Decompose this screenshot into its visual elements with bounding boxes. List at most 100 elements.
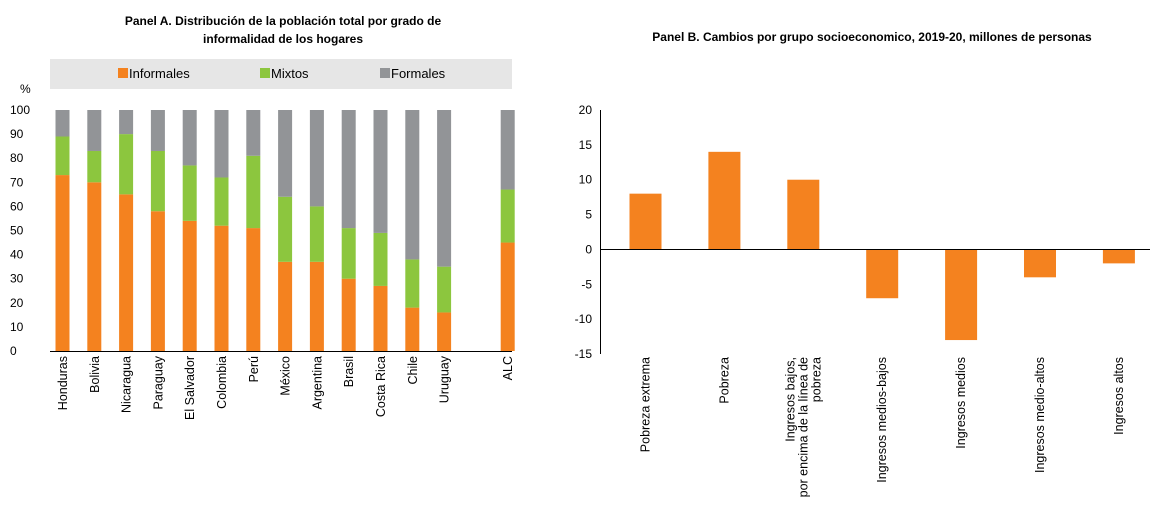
bar-formales-colombia <box>214 110 229 178</box>
x-tick-label-uruguay: Uruguay <box>438 355 452 403</box>
x-tick-label-el-salvador: El Salvador <box>183 356 197 420</box>
bar-mixtos-bolivia <box>87 150 102 183</box>
x-tick-label-pobreza-extrema: Pobreza extrema <box>639 357 653 452</box>
bar-formales-uruguay <box>437 110 452 267</box>
bar-informales-argentina <box>309 261 324 351</box>
x-tick-label-pobreza: Pobreza <box>717 357 731 404</box>
x-tick-label-ingresos-medio-altos: Ingresos medio-altos <box>1033 357 1047 473</box>
x-tick-label-ingresos-bajos-por-encima-de-la-linea-de-pobreza-line-2: por encima de la línea de <box>796 357 810 497</box>
bar-informales-el-salvador <box>182 220 197 351</box>
bar-mixtos-costa-rica <box>373 232 388 286</box>
panel-a: Panel A. Distribución de la población to… <box>10 14 515 420</box>
bar-informales-bolivia <box>87 182 102 351</box>
bar-mixtos-chile <box>405 259 420 308</box>
x-tick-label-costa-rica: Costa Rica <box>374 356 388 417</box>
y-tick-label: -10 <box>575 312 593 326</box>
bar-mixtos-nicaragua <box>119 134 134 195</box>
bar-formales-mexico <box>278 110 293 197</box>
x-tick-label-ingresos-bajos-por-encima-de-la-linea-de-pobreza-line-3: pobreza <box>809 357 823 402</box>
bar-informales-mexico <box>278 261 293 351</box>
x-tick-label-bolivia: Bolivia <box>88 356 102 393</box>
x-tick-label-peru: Perú <box>247 356 261 382</box>
bar-mixtos-el-salvador <box>182 165 197 221</box>
x-axis-labels: Pobreza extrema Pobreza Ingresos bajos, por… <box>639 357 1126 497</box>
bar-ingresos-bajos-por-encima-de-la-linea-de-pobreza <box>787 179 820 250</box>
bar-formales-chile <box>405 110 420 260</box>
panel-b-title: Panel B. Cambios por grupo socioeconomic… <box>652 30 1092 44</box>
y-tick-label: 20 <box>10 296 24 310</box>
y-tick-label: 40 <box>10 248 24 262</box>
bar-pobreza <box>708 151 741 250</box>
y-tick-label: -15 <box>575 347 593 361</box>
bar-mixtos-brasil <box>341 228 356 279</box>
legend-swatch-formales <box>380 68 390 78</box>
x-tick-label-colombia: Colombia <box>215 356 229 409</box>
legend-swatch-informales <box>118 68 128 78</box>
bar-informales-costa-rica <box>373 285 388 351</box>
x-tick-label-ingresos-medios: Ingresos medios <box>954 357 968 449</box>
bar-informales-honduras <box>55 175 70 351</box>
x-tick-label-chile: Chile <box>406 356 420 385</box>
bar-mixtos-alc <box>500 189 515 243</box>
bar-formales-bolivia <box>87 110 102 151</box>
x-tick-label-ingresos-bajos-por-encima-de-la-linea-de-pobreza-line-1: Ingresos bajos, <box>783 357 797 442</box>
y-tick-label: 0 <box>585 242 592 256</box>
bar-informales-nicaragua <box>119 194 134 351</box>
bar-formales-brasil <box>341 110 356 229</box>
bar-mixtos-colombia <box>214 177 229 226</box>
panel-a-title-line-2: informalidad de los hogares <box>203 32 363 46</box>
x-tick-label-ingresos-altos: Ingresos altos <box>1112 357 1126 435</box>
bar-formales-el-salvador <box>182 110 197 166</box>
bar-formales-peru <box>246 110 261 156</box>
bar-formales-costa-rica <box>373 110 388 233</box>
bars <box>55 110 515 351</box>
x-tick-label-paraguay: Paraguay <box>151 355 165 409</box>
y-tick-label: 50 <box>10 224 24 238</box>
bar-ingresos-altos <box>1102 249 1135 264</box>
bar-informales-alc <box>500 242 515 351</box>
y-tick-label: 90 <box>10 127 24 141</box>
x-tick-label-mexico: México <box>279 356 293 396</box>
x-tick-label-ingresos-medios-bajos: Ingresos medios-bajos <box>875 357 889 483</box>
bar-ingresos-medios-bajos <box>866 249 899 299</box>
panel-a-title-line-1: Panel A. Distribución de la población to… <box>125 14 442 28</box>
panel-b: Panel B. Cambios por grupo socioeconomic… <box>575 30 1150 497</box>
y-tick-label: 100 <box>10 103 30 117</box>
y-tick-label: 80 <box>10 151 24 165</box>
y-tick-label: 15 <box>579 138 593 152</box>
bar-formales-paraguay <box>150 110 165 151</box>
y-tick-label: -5 <box>581 277 592 291</box>
bar-ingresos-medios <box>945 249 978 341</box>
legend: Informales Mixtos Formales <box>118 66 446 81</box>
y-tick-label: 0 <box>10 344 17 358</box>
bar-formales-honduras <box>55 110 70 137</box>
bar-informales-brasil <box>341 278 356 351</box>
x-tick-label-argentina: Argentina <box>310 356 324 410</box>
y-tick-label: 20 <box>579 103 593 117</box>
legend-swatch-mixtos <box>260 68 270 78</box>
x-tick-label-nicaragua: Nicaragua <box>120 356 134 413</box>
y-axis-label: % <box>20 82 31 96</box>
bar-formales-alc <box>500 110 515 190</box>
y-tick-label: 70 <box>10 175 24 189</box>
y-tick-label: 10 <box>579 173 593 187</box>
x-tick-label-alc: ALC <box>501 356 515 380</box>
bar-pobreza-extrema <box>629 193 662 250</box>
x-tick-label-honduras: Honduras <box>56 356 70 410</box>
bars <box>629 151 1135 341</box>
y-tick-label: 10 <box>10 320 24 334</box>
bar-informales-peru <box>246 228 261 351</box>
bar-mixtos-uruguay <box>437 266 452 313</box>
legend-label-formales: Formales <box>391 66 446 81</box>
bar-informales-uruguay <box>437 312 452 351</box>
bar-mixtos-honduras <box>55 136 70 176</box>
y-axis-ticks: 0 10 20 30 40 50 60 70 80 90 100 <box>10 103 30 358</box>
bar-mixtos-peru <box>246 155 261 229</box>
bar-formales-nicaragua <box>119 110 134 135</box>
bar-mixtos-paraguay <box>150 150 165 212</box>
y-tick-label: 60 <box>10 199 24 213</box>
y-tick-label: 5 <box>585 208 592 222</box>
legend-label-informales: Informales <box>129 66 190 81</box>
x-tick-label-brasil: Brasil <box>342 356 356 387</box>
